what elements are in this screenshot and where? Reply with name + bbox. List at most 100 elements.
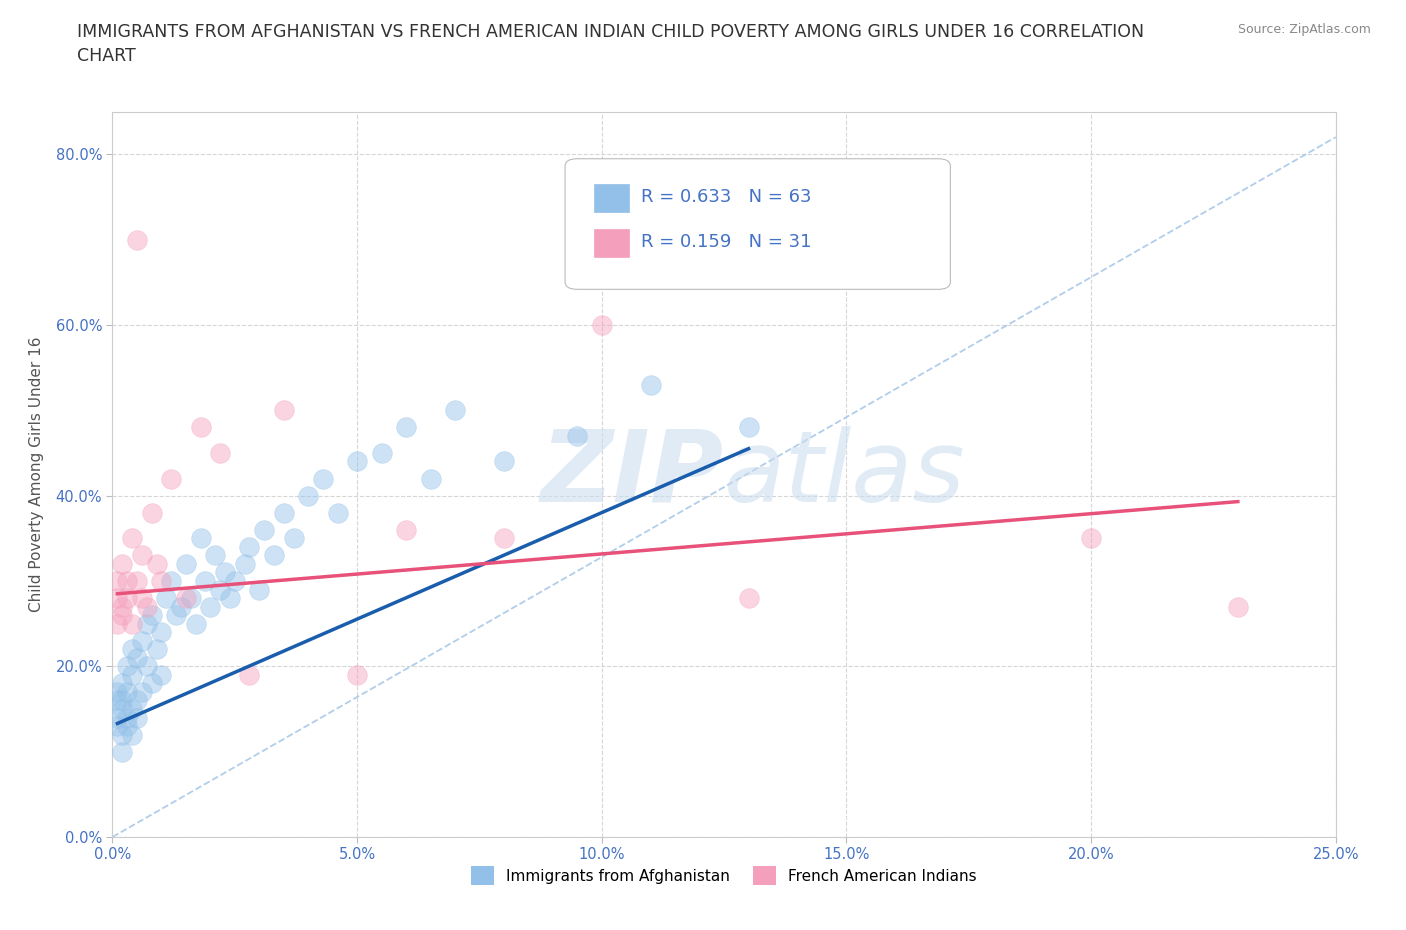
Point [111, 599, 134, 614]
Point [233, 556, 256, 571]
Y-axis label: Child Poverty Among Girls Under 16: Child Poverty Among Girls Under 16 [30, 337, 45, 612]
Point [111, 676, 134, 691]
Point [111, 607, 134, 622]
Point [131, 548, 153, 563]
Point [121, 668, 143, 683]
Point [105, 591, 128, 605]
Bar [595, 229, 628, 257]
Point [312, 472, 335, 486]
Point [214, 565, 236, 580]
Point [145, 556, 167, 571]
Point [326, 505, 349, 520]
Point [174, 591, 197, 605]
Point [121, 727, 143, 742]
Point [209, 582, 232, 597]
Point [492, 454, 515, 469]
Point [141, 607, 163, 622]
Point [125, 232, 148, 247]
Point [160, 472, 183, 486]
Point [155, 591, 177, 605]
Point [125, 693, 148, 708]
Point [105, 711, 128, 725]
Point [591, 317, 613, 332]
Point [419, 472, 441, 486]
FancyBboxPatch shape [565, 159, 950, 289]
Point [135, 599, 157, 614]
Point [105, 574, 128, 589]
Point [115, 711, 138, 725]
Point [346, 668, 368, 683]
Point [1080, 531, 1102, 546]
Point [640, 378, 662, 392]
Point [125, 574, 148, 589]
Point [105, 684, 128, 699]
Bar [595, 184, 628, 212]
Point [105, 693, 128, 708]
Point [737, 420, 759, 435]
Point [567, 429, 589, 444]
Point [238, 539, 260, 554]
Point [297, 488, 319, 503]
Point [180, 591, 202, 605]
Point [194, 574, 217, 589]
Point [160, 574, 183, 589]
Point [115, 658, 138, 673]
Point [131, 633, 153, 648]
Point [273, 505, 295, 520]
Point [145, 642, 167, 657]
Point [125, 711, 148, 725]
Point [121, 531, 143, 546]
Point [283, 531, 305, 546]
Point [370, 445, 392, 460]
Point [238, 668, 260, 683]
Point [200, 599, 222, 614]
Point [253, 523, 276, 538]
Point [111, 556, 134, 571]
Point [346, 454, 368, 469]
Point [219, 591, 242, 605]
Point [111, 693, 134, 708]
Legend: Immigrants from Afghanistan, French American Indians: Immigrants from Afghanistan, French Amer… [465, 860, 983, 891]
Point [395, 420, 418, 435]
Text: atlas: atlas [724, 426, 966, 523]
Point [121, 617, 143, 631]
Text: IMMIGRANTS FROM AFGHANISTAN VS FRENCH AMERICAN INDIAN CHILD POVERTY AMONG GIRLS : IMMIGRANTS FROM AFGHANISTAN VS FRENCH AM… [77, 23, 1144, 65]
Text: R = 0.159   N = 31: R = 0.159 N = 31 [641, 233, 811, 251]
Point [174, 556, 197, 571]
Point [273, 403, 295, 418]
Point [131, 684, 153, 699]
Point [184, 617, 207, 631]
Point [247, 582, 270, 597]
Point [165, 607, 187, 622]
Point [121, 642, 143, 657]
Point [131, 591, 153, 605]
Text: R = 0.633   N = 63: R = 0.633 N = 63 [641, 188, 811, 206]
Point [115, 684, 138, 699]
Point [115, 719, 138, 734]
Point [444, 403, 467, 418]
Point [150, 574, 173, 589]
Text: Source: ZipAtlas.com: Source: ZipAtlas.com [1237, 23, 1371, 36]
Point [395, 523, 418, 538]
Point [135, 658, 157, 673]
Point [115, 574, 138, 589]
Point [263, 548, 285, 563]
Point [105, 617, 128, 631]
Point [121, 701, 143, 716]
Point [150, 625, 173, 640]
Point [135, 617, 157, 631]
Point [105, 719, 128, 734]
Point [111, 727, 134, 742]
Point [150, 668, 173, 683]
Point [492, 531, 515, 546]
Point [190, 420, 212, 435]
Point [209, 445, 232, 460]
Point [224, 574, 246, 589]
Point [737, 591, 759, 605]
Point [190, 531, 212, 546]
Point [115, 591, 138, 605]
Point [125, 650, 148, 665]
Point [204, 548, 226, 563]
Point [111, 701, 134, 716]
Point [141, 505, 163, 520]
